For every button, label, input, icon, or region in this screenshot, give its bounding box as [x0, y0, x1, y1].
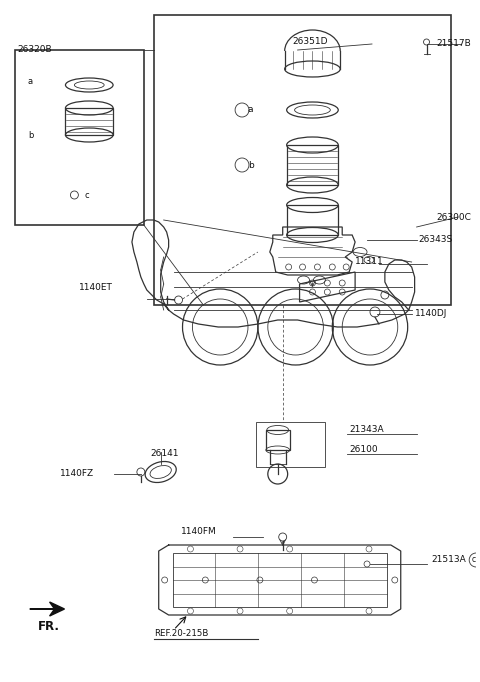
Text: a: a — [28, 78, 33, 87]
Bar — [287, 145, 338, 185]
Text: 21513A: 21513A — [432, 556, 466, 565]
Text: 26343S: 26343S — [419, 235, 453, 245]
Bar — [287, 205, 338, 235]
Text: REF.20-215B: REF.20-215B — [154, 629, 208, 638]
Text: c: c — [84, 190, 89, 200]
Text: 11311: 11311 — [355, 258, 384, 267]
Text: b: b — [28, 130, 33, 140]
Bar — [15, 50, 144, 225]
Text: 1140FZ: 1140FZ — [60, 469, 94, 479]
Text: a: a — [248, 106, 253, 115]
Bar — [270, 450, 286, 464]
Text: 26351D: 26351D — [293, 38, 328, 46]
Text: 1140ET: 1140ET — [79, 284, 113, 293]
Bar — [65, 108, 113, 135]
Text: 26320B: 26320B — [18, 46, 52, 55]
Text: 26100: 26100 — [349, 445, 378, 454]
Polygon shape — [30, 602, 64, 616]
Text: 21343A: 21343A — [349, 426, 384, 434]
Text: 1140FM: 1140FM — [180, 527, 216, 537]
Text: 21517B: 21517B — [436, 40, 471, 48]
Bar — [266, 430, 289, 450]
Text: 1140DJ: 1140DJ — [415, 310, 447, 318]
Bar — [173, 553, 387, 607]
Text: 26141: 26141 — [151, 449, 179, 458]
Text: FR.: FR. — [38, 621, 60, 634]
Bar — [154, 15, 451, 305]
Text: b: b — [248, 160, 254, 170]
Text: c: c — [472, 556, 476, 565]
Bar — [256, 422, 325, 467]
Text: 26300C: 26300C — [436, 213, 471, 222]
